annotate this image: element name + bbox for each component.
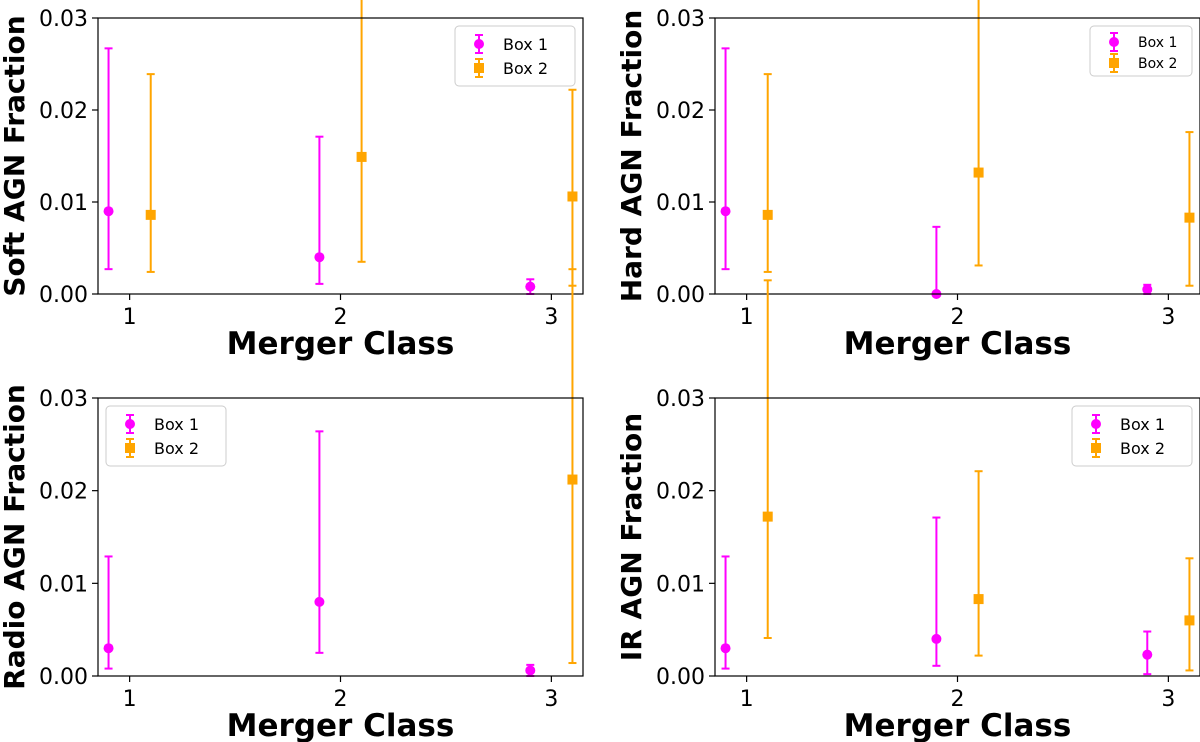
series-box-2 [145, 0, 578, 287]
data-point [567, 474, 578, 485]
plot-frame [714, 17, 1200, 295]
x-axis-label: Merger Class [227, 708, 455, 742]
x-tick-label: 1 [123, 305, 137, 330]
x-axis-label: Merger Class [844, 708, 1072, 742]
y-tick-label: 0.03 [656, 7, 705, 32]
legend-marker [1091, 419, 1101, 429]
series-box-1 [103, 47, 536, 295]
plot-frame [97, 397, 584, 677]
y-axis-label: Radio AGN Fraction [0, 384, 31, 690]
chart-panel-2: 0.00 0.01 0.02 0.03 1 2 3 Merger Class Hard AGN … [615, 0, 1200, 362]
legend: Box 1 Box 2 [1089, 25, 1193, 77]
data-point [525, 665, 536, 676]
y-axis-label: IR AGN Fraction [615, 413, 648, 661]
chart-panel-4: 0.00 0.01 0.02 0.03 1 2 3 Merger Class IR AGN Fr… [615, 279, 1200, 742]
legend-box [1071, 405, 1193, 467]
data-point [720, 643, 731, 654]
legend-label: Box 1 [503, 35, 548, 54]
legend: Box 1 Box 2 [105, 405, 227, 467]
legend: Box 1 Box 2 [1071, 405, 1193, 467]
x-tick-label: 2 [334, 305, 348, 330]
data-point [525, 281, 536, 292]
legend-marker [125, 443, 135, 453]
legend-marker [474, 39, 484, 49]
y-tick-label: 0.03 [39, 387, 88, 412]
y-tick-label: 0.00 [39, 283, 88, 308]
x-tick-label: 3 [544, 305, 558, 330]
data-point [356, 151, 367, 162]
series-box-2 [762, 0, 1195, 287]
y-tick-label: 0.03 [656, 387, 705, 412]
series-box-1 [720, 47, 1153, 299]
data-point [103, 643, 114, 654]
legend: Box 1 Box 2 [454, 25, 576, 87]
legend-label: Box 1 [1138, 35, 1177, 51]
data-point [973, 594, 984, 605]
data-point [567, 191, 578, 202]
data-point [973, 167, 984, 178]
data-point [720, 206, 731, 217]
legend-label: Box 1 [154, 415, 199, 434]
series-box-2 [762, 279, 1195, 672]
series-box-2 [567, 268, 578, 665]
data-point [1142, 284, 1153, 295]
data-point [1142, 649, 1153, 660]
series-box-1 [720, 516, 1153, 676]
legend-label: Box 2 [503, 59, 548, 78]
x-axis-label: Merger Class [227, 326, 455, 362]
y-tick-label: 0.00 [656, 665, 705, 690]
x-tick-label: 2 [951, 687, 965, 712]
plot-frame [97, 17, 584, 295]
x-tick-label: 1 [123, 687, 137, 712]
y-tick-label: 0.02 [656, 480, 705, 505]
chart-panel-3: 0.00 0.01 0.02 0.03 1 2 3 Merger Class Radio AGN… [0, 268, 584, 742]
x-axis-label: Merger Class [844, 326, 1072, 362]
y-axis-label: Soft AGN Fraction [0, 15, 31, 296]
y-tick-label: 0.02 [39, 480, 88, 505]
x-tick-label: 3 [1161, 687, 1175, 712]
y-tick-label: 0.01 [39, 191, 88, 216]
y-tick-label: 0.00 [39, 665, 88, 690]
legend-label: Box 1 [1120, 415, 1165, 434]
y-axis-label: Hard AGN Fraction [615, 10, 648, 303]
data-point [931, 633, 942, 644]
x-tick-label: 3 [1161, 305, 1175, 330]
data-point [1184, 212, 1195, 223]
legend-box [105, 405, 227, 467]
legend-marker [1091, 443, 1101, 453]
x-tick-label: 3 [544, 687, 558, 712]
y-tick-label: 0.01 [656, 191, 705, 216]
legend-marker [125, 419, 135, 429]
legend-label: Box 2 [1138, 56, 1177, 72]
data-point [314, 596, 325, 607]
legend-label: Box 2 [154, 439, 199, 458]
legend-marker [1109, 58, 1119, 68]
y-tick-label: 0.03 [39, 7, 88, 32]
x-tick-label: 1 [740, 305, 754, 330]
legend-box [454, 25, 576, 87]
plot-frame [714, 397, 1200, 677]
legend-marker [1109, 37, 1119, 47]
data-point [762, 209, 773, 220]
y-tick-label: 0.01 [39, 572, 88, 597]
y-tick-label: 0.01 [656, 572, 705, 597]
y-tick-label: 0.02 [656, 99, 705, 124]
data-point [762, 511, 773, 522]
y-tick-label: 0.02 [39, 99, 88, 124]
series-box-1 [103, 430, 536, 677]
data-point [1184, 615, 1195, 626]
data-point [103, 206, 114, 217]
data-point [145, 209, 156, 220]
x-tick-label: 2 [951, 305, 965, 330]
x-tick-label: 2 [334, 687, 348, 712]
chart-panel-1: 0.00 0.01 0.02 0.03 1 2 3 Merger Class Soft AGN … [0, 0, 584, 362]
y-tick-label: 0.00 [656, 283, 705, 308]
legend-marker [474, 63, 484, 73]
legend-label: Box 2 [1120, 439, 1165, 458]
data-point [314, 252, 325, 263]
x-tick-label: 1 [740, 687, 754, 712]
